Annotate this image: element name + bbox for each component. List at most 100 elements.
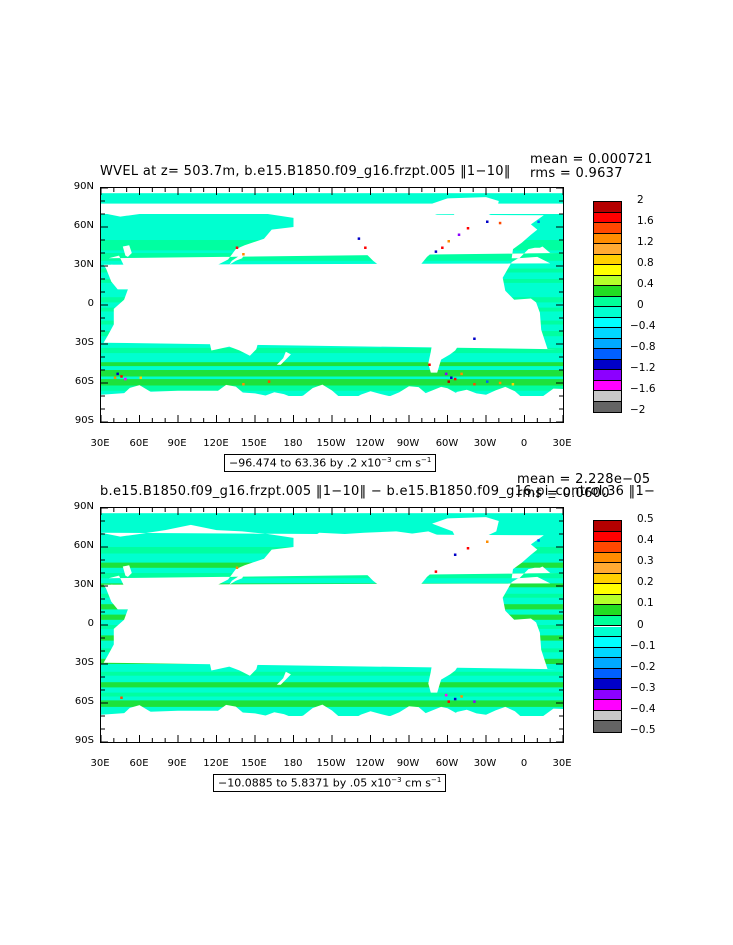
extreme-value-cell [120, 696, 123, 699]
landmass-newguinea [230, 626, 255, 638]
extreme-value-cell [486, 540, 489, 543]
extreme-value-cell [453, 697, 457, 701]
extreme-value-cell [428, 363, 431, 366]
landmass-nz [276, 671, 291, 685]
field-band [101, 700, 563, 707]
colorbar-label: 1.6 [637, 215, 654, 227]
extreme-value-cell [453, 377, 457, 381]
colorbar-swatch [594, 605, 621, 616]
extreme-value-cell [235, 566, 239, 569]
x-tick: 150E [241, 438, 267, 449]
colorbar-label: 0.1 [637, 597, 654, 610]
landmass-baffin [409, 531, 445, 545]
colorbar-swatch [594, 668, 621, 680]
extreme-value-cell [124, 377, 127, 381]
colorbar-label: −2 [630, 404, 646, 416]
x-tick: 30E [552, 758, 572, 769]
field-band [101, 692, 563, 697]
extreme-value-cell [498, 221, 502, 225]
x-tick: 150W [316, 758, 346, 769]
colorbar-label: 0.4 [637, 534, 654, 547]
landmass-caspian [122, 245, 132, 257]
field-band [101, 370, 563, 377]
y-tick: 60N [73, 540, 94, 551]
extreme-value-cell [447, 380, 450, 383]
colorbar-swatch [594, 307, 621, 318]
colorbar-label: 0.4 [637, 278, 654, 290]
colorbar-label: 0 [637, 618, 644, 631]
landmass-greenland [432, 517, 499, 547]
colorbar-swatch [594, 317, 621, 328]
colorbar-label: −1.2 [630, 362, 656, 374]
extreme-value-cell [457, 233, 461, 236]
landmass-borneo [202, 295, 216, 311]
map-plot [100, 507, 564, 743]
colorbar-swatch [594, 349, 621, 360]
range-units: cm s [391, 456, 422, 470]
range-units-exponent: −1 [421, 456, 432, 464]
landmass-caspian [122, 565, 132, 577]
extreme-value-cell [434, 250, 438, 253]
map-plot [100, 187, 564, 423]
extreme-value-cell [511, 383, 515, 386]
x-tick: 150W [316, 438, 346, 449]
range-units: cm s [401, 776, 432, 790]
x-tick: 30E [90, 758, 110, 769]
colorbar-swatch [594, 296, 621, 307]
mean-label: mean = 2.228e−05 [517, 472, 651, 487]
colorbar-swatch [594, 584, 621, 595]
landmass-antarctica [101, 706, 525, 742]
extreme-value-cell [364, 246, 367, 249]
contour-range-box: −96.474 to 63.36 by .2 x10−3 cm s−1 [224, 454, 437, 472]
range-exponent: −3 [391, 776, 402, 784]
x-tick: 0 [520, 438, 528, 449]
colorbar [593, 201, 622, 413]
colorbar-swatch [594, 223, 621, 234]
colorbar-label: 0.5 [637, 513, 654, 525]
landmass-iceland [493, 539, 507, 542]
range-text: −10.0885 to 5.8371 by .05 x10 [218, 776, 392, 790]
colorbar-swatch [594, 286, 621, 297]
colorbar-swatch [594, 391, 621, 402]
colorbar-swatch [594, 338, 621, 349]
extreme-value-cell [473, 700, 476, 703]
landmass-baffin [409, 211, 445, 225]
colorbar-swatch [594, 626, 621, 638]
extreme-value-cell [139, 376, 142, 379]
landmass-madagascar [119, 320, 127, 338]
y-tick: 30S [74, 337, 94, 348]
y-tick: 90N [73, 501, 94, 512]
x-tick: 0 [520, 758, 528, 769]
x-tick: 90E [167, 758, 187, 769]
panel-title: WVEL at z= 503.7m, b.e15.B1850.f09_g16.f… [100, 164, 511, 179]
landmass-namerica [308, 531, 453, 616]
ocean-field-map [101, 508, 563, 742]
colorbar-label: 0.2 [637, 576, 654, 589]
colorbar-swatch [594, 328, 621, 339]
y-tick: 60S [74, 376, 94, 387]
y-tick: 90N [73, 181, 94, 192]
panel-difference: b.e15.B1850.f09_g16.frzpt.005 ‖1−10‖ − b… [0, 470, 733, 800]
y-tick: 0 [87, 298, 94, 309]
panel-wvel: WVEL at z= 503.7m, b.e15.B1850.f09_g16.f… [0, 150, 733, 480]
x-tick: 120W [355, 758, 385, 769]
extreme-value-cell [235, 246, 239, 249]
x-tick: 60E [129, 438, 149, 449]
extreme-value-cell [486, 380, 489, 383]
colorbar-swatch [594, 563, 621, 574]
panel-title: b.e15.B1850.f09_g16.frzpt.005 ‖1−10‖ − b… [100, 484, 656, 499]
landmass-australia [208, 319, 259, 356]
colorbar-swatch [594, 265, 621, 276]
x-tick: 30W [473, 438, 497, 449]
extreme-value-cell [466, 547, 470, 550]
landmass-japan [229, 246, 245, 265]
y-tick: 60N [73, 220, 94, 231]
x-tick: 150E [241, 758, 267, 769]
colorbar-label: 0.8 [637, 257, 654, 269]
landmass-arabia [107, 584, 137, 609]
extreme-value-cell [267, 380, 271, 383]
field-band [101, 671, 563, 676]
colorbar-swatch [594, 244, 621, 255]
colorbar-label: 0.3 [637, 555, 654, 568]
colorbar-label: 2 [637, 194, 644, 206]
